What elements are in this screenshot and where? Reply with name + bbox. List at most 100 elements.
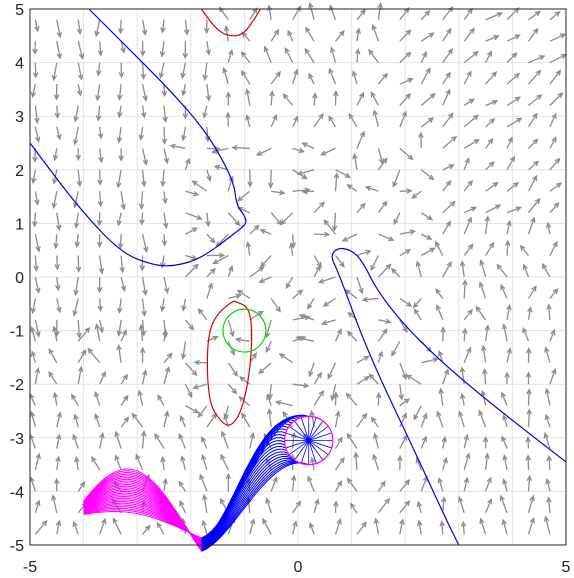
vector-arrow	[546, 479, 551, 492]
vector-arrow	[34, 500, 40, 514]
blue-trajectory	[201, 446, 286, 547]
vector-arrowhead	[382, 72, 388, 79]
vector-arrow	[417, 502, 422, 514]
vector-arrow	[34, 319, 40, 337]
vector-arrow	[31, 351, 36, 363]
vector-arrowhead	[96, 287, 103, 294]
vector-arrowhead	[180, 72, 186, 80]
vector-arrow	[291, 475, 295, 492]
vector-arrow	[117, 212, 122, 226]
vector-arrow	[206, 283, 213, 299]
vector-arrow	[399, 249, 411, 257]
vector-arrowhead	[201, 519, 207, 527]
vector-arrowhead	[267, 393, 273, 401]
vector-arrowhead	[464, 157, 470, 164]
vector-arrow	[547, 497, 551, 513]
vector-arrow	[544, 433, 551, 449]
vector-arrow	[206, 413, 217, 428]
vector-arrowhead	[543, 432, 549, 439]
vector-arrowhead	[322, 301, 329, 307]
vector-arrow	[313, 265, 321, 278]
vector-arrow	[72, 434, 79, 449]
vector-arrow	[99, 371, 106, 385]
vector-arrowhead	[285, 282, 291, 290]
vector-arrow	[506, 156, 515, 171]
vector-arrow	[334, 173, 338, 192]
vector-arrowhead	[308, 72, 314, 80]
vector-arrowhead	[488, 161, 495, 168]
vector-arrow	[161, 298, 165, 311]
vector-arrow	[161, 41, 165, 57]
vector-arrow	[141, 298, 146, 316]
x-axis-ticks: -5 0 5	[23, 559, 571, 576]
vector-arrowhead	[35, 246, 41, 253]
vector-arrowhead	[317, 278, 325, 284]
vector-arrowhead	[368, 373, 375, 380]
start-circle	[284, 415, 334, 466]
vector-arrow	[184, 362, 197, 376]
vector-arrow	[141, 276, 147, 295]
vector-arrow	[199, 474, 208, 492]
vector-arrowhead	[385, 263, 392, 270]
vector-arrowhead	[223, 25, 230, 32]
vector-arrow	[32, 169, 37, 183]
vector-arrowhead	[295, 335, 302, 341]
vector-arrowhead	[527, 306, 533, 313]
vector-arrowhead	[297, 289, 304, 296]
vector-arrow	[527, 286, 537, 299]
vector-arrow	[370, 255, 379, 271]
vector-arrow	[368, 49, 379, 63]
vector-arrow	[287, 30, 294, 42]
vector-arrowhead	[545, 221, 552, 229]
vector-arrow	[442, 369, 449, 385]
vector-arrow	[154, 433, 165, 449]
vector-arrow	[232, 146, 250, 150]
vector-arrow	[399, 147, 413, 160]
vector-arrowhead	[506, 219, 512, 227]
vector-arrow	[520, 245, 529, 256]
vector-arrowhead	[52, 154, 59, 162]
vector-arrowhead	[329, 46, 336, 53]
vector-arrow	[369, 373, 379, 385]
vector-arrow	[485, 51, 492, 63]
vector-arrowhead	[465, 452, 471, 459]
vector-arrow	[141, 212, 144, 225]
vector-arrow	[56, 41, 61, 59]
vector-arrowhead	[34, 117, 40, 124]
vector-arrowhead	[273, 28, 280, 36]
vector-arrow	[377, 351, 383, 363]
vector-arrow	[270, 71, 281, 85]
vector-arrow	[463, 244, 474, 256]
vector-arrow	[527, 175, 538, 192]
vector-arrowhead	[484, 324, 490, 331]
vector-arrowhead	[475, 305, 482, 312]
vector-arrowhead	[141, 369, 148, 376]
vector-arrowhead	[251, 352, 258, 359]
vector-arrowhead	[506, 303, 512, 311]
vector-arrow	[442, 48, 453, 63]
vector-arrow	[97, 62, 101, 76]
vector-arrow	[416, 261, 422, 278]
vector-arrowhead	[236, 289, 244, 296]
vector-arrowhead	[304, 314, 311, 321]
vector-arrowhead	[279, 189, 286, 196]
vector-arrowhead	[466, 70, 472, 77]
vector-arrowhead	[405, 374, 412, 380]
vector-arrowhead	[413, 308, 420, 315]
vector-arrow	[228, 294, 241, 300]
vector-arrowhead	[120, 47, 126, 54]
vector-arrow	[527, 113, 538, 128]
vector-arrowhead	[121, 329, 127, 336]
vector-arrowhead	[236, 195, 244, 202]
vector-arrowhead	[259, 228, 266, 235]
y-tick-label: -3	[10, 431, 24, 448]
vector-arrowhead	[398, 394, 404, 401]
vector-arrowhead	[363, 355, 370, 361]
vector-arrow	[420, 233, 432, 240]
vector-arrowhead	[220, 453, 226, 460]
vector-arrowhead	[258, 277, 265, 283]
vector-arrow	[463, 478, 468, 492]
vector-field	[29, 1, 568, 535]
vector-arrow	[285, 276, 294, 289]
vector-arrow	[442, 497, 445, 513]
